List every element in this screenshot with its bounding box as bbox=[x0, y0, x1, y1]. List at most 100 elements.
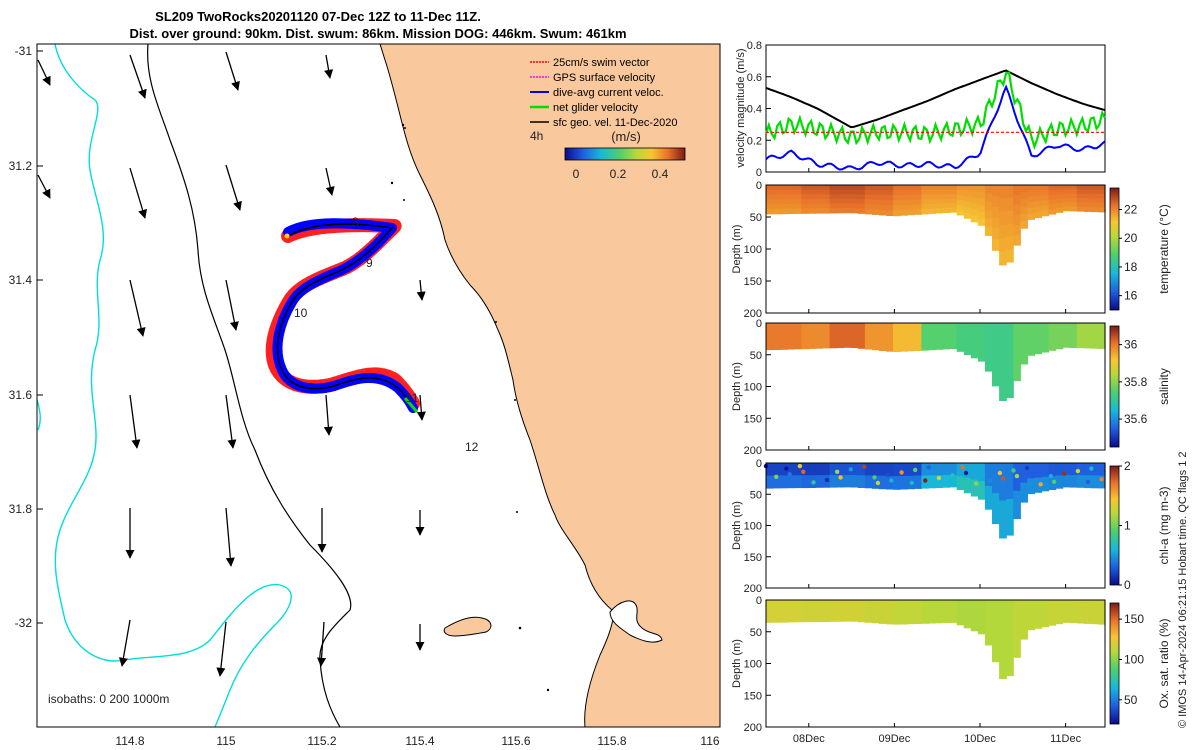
oxygen-cell bbox=[1034, 614, 1043, 620]
salinity-cell bbox=[900, 332, 908, 338]
salinity-cell bbox=[1027, 323, 1035, 329]
oxygen-cell bbox=[942, 615, 951, 620]
temperature-cell bbox=[787, 185, 795, 191]
oxygen-y-tick: 200 bbox=[744, 722, 762, 734]
temperature-cell bbox=[886, 195, 894, 201]
oxygen-cell bbox=[1090, 600, 1099, 605]
chl-a-cell bbox=[928, 471, 937, 476]
salinity-cell bbox=[808, 335, 817, 341]
temperature-cell bbox=[780, 204, 788, 210]
salinity-cell bbox=[808, 344, 817, 349]
oxygen-cell bbox=[914, 619, 922, 624]
salinity-cell bbox=[999, 387, 1007, 401]
chl-a-cell bbox=[787, 475, 795, 480]
oxygen-y-tick: 150 bbox=[744, 690, 762, 702]
salinity-cell bbox=[857, 335, 866, 341]
legend-label: 25cm/s swim vector bbox=[553, 57, 650, 69]
oxygen-cell bbox=[893, 604, 901, 609]
temperature-cell bbox=[1097, 202, 1106, 208]
temperature-cell bbox=[1041, 205, 1050, 212]
chl-a-cell bbox=[879, 467, 887, 473]
oxygen-cell bbox=[893, 620, 901, 625]
chl-a-cell bbox=[843, 470, 852, 476]
oxygen-cell bbox=[815, 610, 824, 615]
salinity-cell bbox=[1083, 323, 1092, 328]
oxygen-cell bbox=[1006, 600, 1014, 614]
temperature-cell bbox=[808, 203, 817, 209]
salinity-cell bbox=[801, 344, 809, 350]
oxygen-cell bbox=[766, 618, 774, 623]
map-y-tick: 31.6 bbox=[9, 388, 33, 402]
chl-a-sample-dot bbox=[784, 466, 789, 471]
temperature-cell bbox=[1055, 185, 1064, 191]
temperature-cell bbox=[773, 185, 781, 191]
chl-a-cell bbox=[935, 467, 944, 472]
temperature-cell bbox=[999, 185, 1007, 199]
salinity-cell bbox=[808, 339, 817, 345]
chl-a-sample-dot bbox=[926, 465, 931, 470]
oxygen-cell bbox=[857, 614, 866, 619]
chl-a-cell bbox=[780, 479, 788, 485]
chl-a-cell bbox=[956, 467, 965, 473]
salinity-cell bbox=[871, 345, 880, 351]
oxygen-cell bbox=[900, 600, 908, 605]
temperature-cell bbox=[893, 205, 901, 212]
temperature-cell bbox=[1027, 196, 1035, 203]
oxygen-cell bbox=[794, 600, 802, 605]
salinity-cell bbox=[1090, 343, 1099, 349]
temperature-cell bbox=[886, 210, 894, 216]
chl-a-cell bbox=[977, 487, 986, 494]
salinity-cell bbox=[907, 323, 915, 329]
temperature-cell bbox=[879, 209, 887, 216]
oxygen-cell bbox=[893, 616, 901, 621]
oxygen-cell bbox=[914, 615, 922, 621]
oxygen-cell bbox=[857, 603, 866, 608]
chl-a-cell bbox=[1076, 467, 1085, 472]
chl-a-colorbar-tick: 2 bbox=[1124, 459, 1131, 473]
chl-a-cell bbox=[836, 463, 845, 468]
temperature-cell bbox=[857, 208, 866, 214]
salinity-cell bbox=[871, 327, 880, 333]
salinity-cell bbox=[907, 332, 915, 338]
chl-a-cell bbox=[1090, 471, 1099, 476]
oxygen-cell bbox=[984, 600, 993, 609]
temperature-cell bbox=[1083, 198, 1092, 204]
chl-a-cell bbox=[1069, 467, 1078, 472]
salinity-cell bbox=[836, 343, 845, 349]
temperature-cell bbox=[1034, 195, 1043, 202]
chl-a-cell bbox=[1076, 483, 1085, 488]
oxygen-cell bbox=[829, 614, 838, 619]
chl-a-cell bbox=[1013, 490, 1021, 501]
temperature-cell bbox=[886, 185, 894, 191]
temperature-cell bbox=[1062, 202, 1071, 207]
salinity-cell bbox=[977, 342, 986, 349]
chl-a-cell bbox=[907, 467, 915, 473]
chl-a-sample-dot bbox=[774, 474, 779, 479]
oxygen-cell bbox=[843, 607, 852, 612]
salinity-cell bbox=[1055, 331, 1064, 337]
oxygen-cell bbox=[829, 603, 838, 608]
oxygen-cell bbox=[822, 607, 831, 612]
salinity-cell bbox=[857, 339, 866, 345]
oxygen-cell bbox=[1013, 628, 1021, 639]
chl-a-cell bbox=[935, 463, 944, 468]
oxygen-cell bbox=[1090, 619, 1099, 625]
oxygen-cell bbox=[1062, 611, 1071, 616]
chl-a-cell bbox=[914, 475, 922, 481]
oxygen-cell bbox=[829, 600, 838, 605]
temperature-cell bbox=[787, 189, 795, 195]
salinity-cell bbox=[1013, 371, 1021, 382]
chl-a-y-tick: 150 bbox=[744, 552, 762, 564]
salinity-cell bbox=[843, 335, 852, 340]
temperature-cell bbox=[963, 190, 972, 197]
chl-a-cell bbox=[949, 467, 958, 472]
colorbar-unit: (m/s) bbox=[611, 129, 641, 144]
oxygen-cell bbox=[780, 603, 788, 608]
chl-a-cell bbox=[850, 471, 859, 476]
temperature-cell bbox=[829, 208, 838, 214]
salinity-cell bbox=[780, 331, 788, 337]
chl-a-cell bbox=[1027, 463, 1035, 469]
salinity-cell bbox=[857, 344, 866, 349]
oxygen-cell bbox=[850, 600, 859, 605]
chl-a-cell bbox=[1055, 475, 1064, 481]
